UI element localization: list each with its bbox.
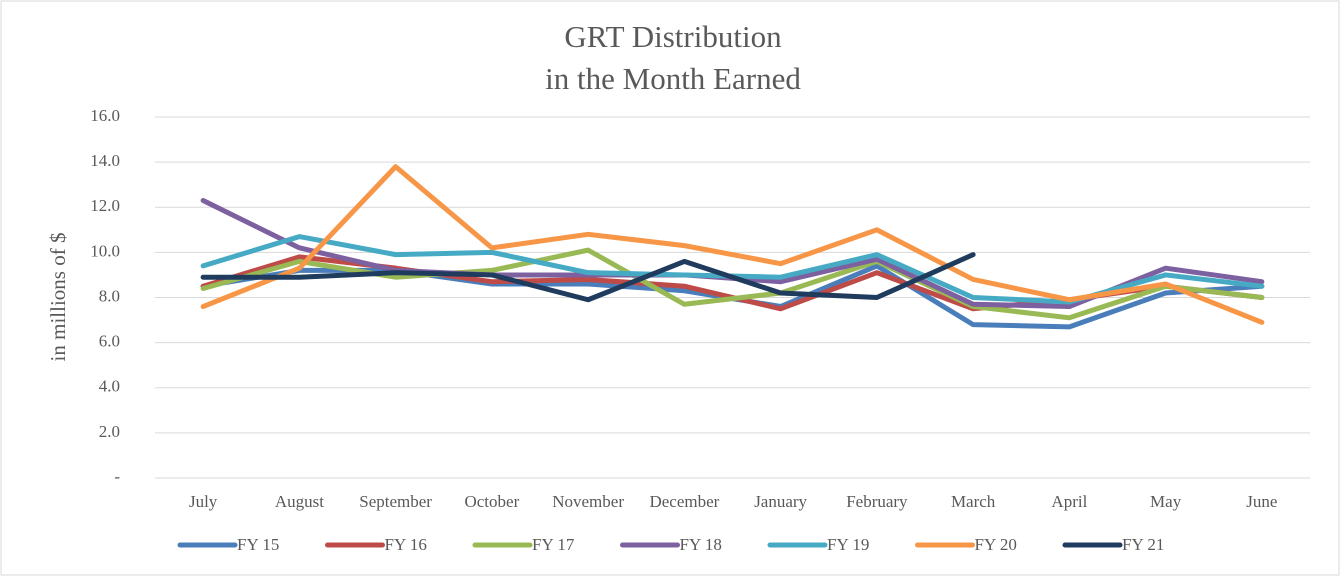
y-tick-label: 6.0 [99,332,120,351]
y-tick-label: - [114,467,120,486]
x-tick-label: January [754,492,807,511]
legend-label: FY 20 [975,535,1017,554]
y-tick-label: 10.0 [90,241,120,260]
x-tick-label: November [552,492,624,511]
legend-label: FY 16 [385,535,427,554]
chart-title: GRT Distribution [564,19,782,54]
y-axis-label: in millions of $ [46,233,70,362]
y-tick-label: 4.0 [99,377,120,396]
x-tick-label: July [189,492,218,511]
series-line [200,252,976,303]
legend-label: FY 21 [1122,535,1164,554]
y-tick-label: 2.0 [99,422,120,441]
x-tick-label: May [1150,492,1182,511]
y-tick-label: 8.0 [99,286,120,305]
y-tick-label: 14.0 [90,151,120,170]
x-tick-label: April [1051,492,1087,511]
legend-label: FY 19 [827,535,869,554]
x-tick-label: June [1246,492,1277,511]
legend-label: FY 18 [680,535,722,554]
x-tick-label: October [464,492,519,511]
x-tick-label: March [951,492,996,511]
legend-label: FY 17 [532,535,575,554]
x-tick-label: September [359,492,432,511]
y-tick-label: 16.0 [90,106,120,125]
series-line [200,164,1265,325]
legend-label: FY 15 [237,535,279,554]
y-tick-label: 12.0 [90,196,120,215]
x-tick-label: December [649,492,719,511]
x-tick-label: August [275,492,324,511]
x-tick-label: February [846,492,908,511]
chart-subtitle: in the Month Earned [545,61,801,96]
